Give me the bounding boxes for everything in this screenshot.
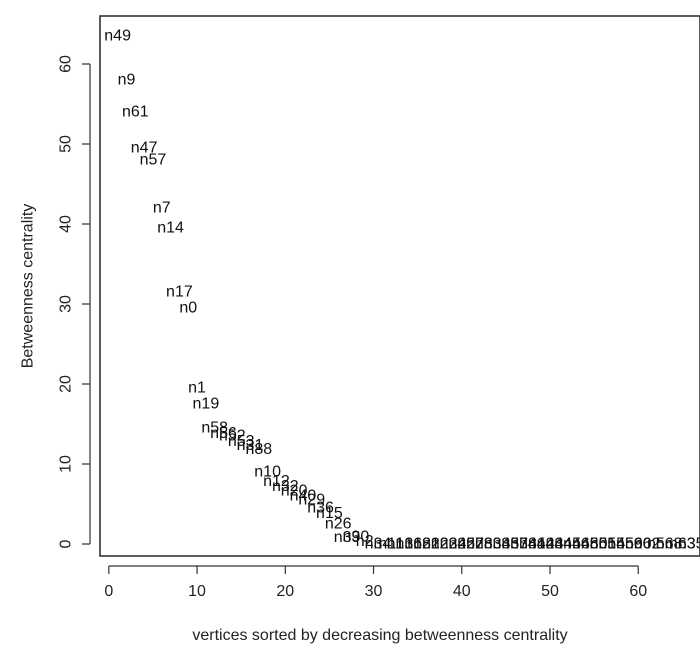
data-point-n45: n45: [554, 536, 581, 553]
data-point-n60: n60: [625, 536, 652, 553]
data-point-n22: n22: [422, 536, 449, 553]
data-point-n35: n35: [678, 536, 700, 553]
data-point-n25: n25: [448, 536, 475, 553]
plot-content: n49n9n61n47n57n7n14n17n0n1n19n58n56n52n5…: [104, 28, 700, 553]
data-point-n55: n55: [607, 536, 634, 553]
data-point-n51: n51: [590, 536, 617, 553]
data-point-n13: n13: [387, 536, 414, 553]
data-point-n23: n23: [431, 536, 458, 553]
data-point-n37: n37: [501, 536, 528, 553]
data-point-n29: n29: [298, 492, 325, 509]
data-point-n30: n30: [343, 528, 370, 545]
data-point-n44: n44: [545, 536, 572, 553]
y-tick-label: 60: [58, 55, 75, 73]
x-tick-label: 10: [188, 583, 206, 600]
data-point-n19: n19: [193, 396, 220, 413]
data-point-n39: n39: [334, 529, 361, 546]
data-point-n8: n8: [665, 536, 683, 553]
data-point-n26: n26: [325, 516, 352, 533]
x-tick-label: 20: [276, 583, 294, 600]
data-point-n59: n59: [616, 536, 643, 553]
data-point-n58: n58: [201, 420, 228, 437]
data-point-n38: n38: [510, 536, 537, 553]
data-point-n15: n15: [316, 505, 343, 522]
data-point-n88: n88: [245, 441, 272, 458]
data-point-n36: n36: [307, 500, 334, 517]
data-point-n0: n0: [179, 300, 197, 317]
data-point-n9: n9: [118, 72, 136, 89]
data-point-n50: n50: [581, 536, 608, 553]
data-point-n12: n12: [263, 473, 290, 490]
data-point-n4: n4: [373, 536, 391, 553]
data-point-n10: n10: [254, 464, 281, 481]
y-tick-label: 0: [58, 539, 75, 548]
data-point-n47: n47: [131, 140, 158, 157]
x-tick-label: 50: [541, 583, 559, 600]
data-point-n7: n7: [153, 200, 171, 217]
data-point-n31: n31: [237, 437, 264, 454]
x-axis: 0 10 20 30 40 50 60: [104, 565, 647, 600]
data-point-n33: n33: [475, 536, 502, 553]
data-point-n49: n49: [104, 28, 131, 45]
data-point-n56: n56: [210, 425, 237, 442]
data-point-n18: n18: [404, 536, 431, 553]
data-point-n34: n34: [484, 536, 511, 553]
y-tick-label: 10: [58, 455, 75, 473]
data-point-n17: n17: [166, 284, 193, 301]
data-point-n61: n61: [122, 104, 149, 121]
data-point-n1: n1: [188, 380, 206, 397]
data-point-n28: n28: [466, 536, 493, 553]
data-point-n48: n48: [572, 536, 599, 553]
y-tick-label: 50: [58, 135, 75, 153]
y-tick-label: 20: [58, 375, 75, 393]
data-point-n21: n21: [413, 536, 440, 553]
y-tick-label: 30: [58, 295, 75, 313]
x-axis-title: vertices sorted by decreasing betweennes…: [192, 627, 567, 644]
data-point-n11: n11: [378, 536, 404, 553]
data-point-n16: n16: [395, 536, 422, 553]
x-tick-label: 30: [365, 583, 383, 600]
data-point-n62: n62: [634, 536, 661, 553]
data-point-n53: n53: [228, 433, 255, 450]
data-point-n20: n20: [281, 483, 308, 500]
x-tick-label: 40: [453, 583, 471, 600]
x-tick-label: 0: [104, 583, 113, 600]
y-tick-label: 40: [58, 215, 75, 233]
data-point-n46: n46: [563, 536, 590, 553]
data-point-n52: n52: [219, 428, 246, 445]
data-point-n43: n43: [537, 536, 564, 553]
data-point-n40: n40: [290, 488, 317, 505]
data-point-n6: n6: [656, 536, 674, 553]
data-point-n5: n5: [647, 536, 665, 553]
y-axis-title: Betweenness centrality: [20, 204, 37, 369]
y-axis: 0 10 20 30 40 50 60: [58, 55, 91, 548]
data-point-n41: n41: [519, 536, 546, 553]
x-tick-label: 60: [629, 583, 647, 600]
data-point-n27: n27: [457, 536, 484, 553]
data-point-n57: n57: [140, 152, 167, 169]
data-point-n35: n35: [493, 536, 520, 553]
data-point-n3: n3: [365, 536, 383, 553]
data-point-n32: n32: [272, 478, 299, 495]
data-point-n63: n63: [669, 536, 696, 553]
data-point-n14: n14: [157, 220, 184, 237]
data-point-n2: n2: [356, 533, 374, 550]
plot-frame: [99, 15, 700, 557]
data-point-n54: n54: [598, 536, 625, 553]
data-point-n24: n24: [440, 536, 467, 553]
data-point-n42: n42: [528, 536, 555, 553]
